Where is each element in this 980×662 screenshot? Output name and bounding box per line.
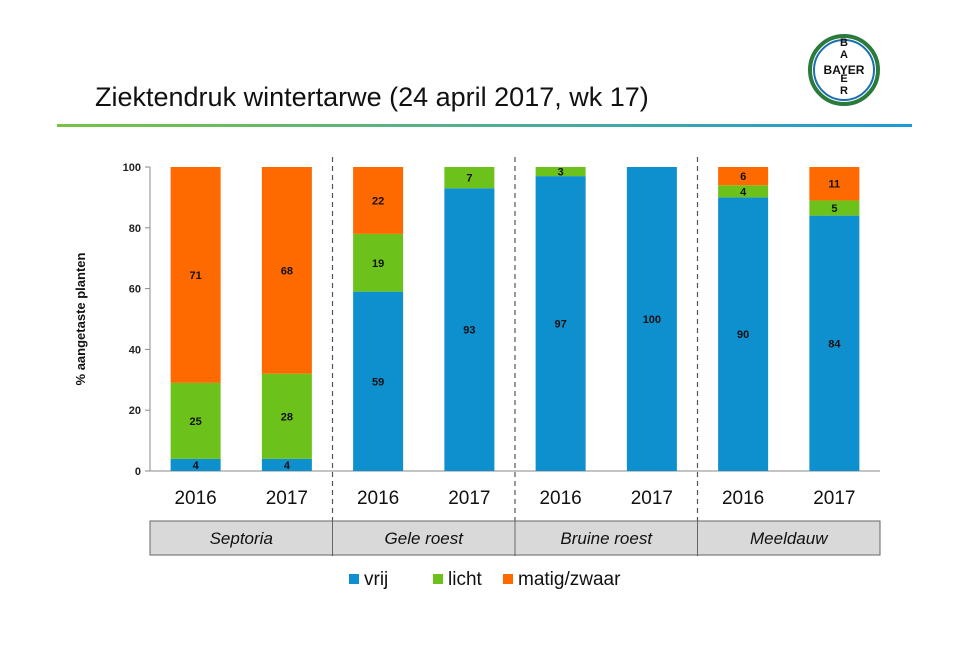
y-tick-label: 20 — [129, 405, 141, 417]
data-label: 90 — [737, 329, 749, 341]
x-tick-label: 2016 — [357, 488, 399, 509]
bar-segment-vrij — [261, 458, 312, 471]
bar-segment-vrij — [444, 188, 495, 471]
legend-label: licht — [448, 569, 483, 590]
logo-letter: E — [840, 73, 847, 85]
data-label: 25 — [190, 416, 202, 428]
bar-segment-vrij — [626, 167, 677, 471]
data-label: 71 — [190, 270, 202, 282]
data-label: 68 — [281, 265, 293, 277]
bar-segment-vrij — [718, 197, 769, 471]
data-label: 93 — [463, 325, 475, 337]
bar-segment-licht — [535, 167, 586, 177]
group-label-box — [697, 520, 881, 556]
data-label: 3 — [558, 167, 564, 179]
logo-letter: B — [840, 37, 848, 49]
data-label: 7 — [466, 173, 472, 185]
bar-segment-matig-zwaar — [353, 167, 404, 234]
y-tick-label: 60 — [129, 284, 141, 296]
y-axis-title: % aangetaste planten — [73, 252, 88, 385]
bar-segment-matig-zwaar — [718, 167, 769, 186]
bar-segment-vrij — [353, 291, 404, 471]
group-label-box — [332, 520, 516, 556]
legend-swatch — [503, 574, 513, 584]
logo-letter: R — [840, 85, 848, 97]
y-tick-label: 0 — [135, 466, 141, 478]
data-label: 59 — [372, 376, 384, 388]
y-tick-label: 40 — [129, 344, 141, 356]
x-tick-label: 2016 — [539, 488, 581, 509]
bar-segment-vrij — [170, 458, 221, 471]
data-label: 28 — [281, 411, 293, 423]
y-tick-label: 100 — [123, 162, 141, 174]
bar-segment-matig-zwaar — [170, 167, 221, 383]
y-tick-label: 80 — [129, 223, 141, 235]
data-label: 100 — [643, 314, 661, 326]
bar-segment-licht — [261, 373, 312, 459]
x-tick-label: 2017 — [266, 488, 308, 509]
legend-label: vrij — [364, 569, 388, 590]
bar-segment-licht — [809, 200, 860, 216]
data-label: 19 — [372, 258, 384, 270]
group-label: Gele roest — [385, 529, 465, 548]
data-label: 84 — [828, 338, 841, 350]
data-label: 4 — [193, 460, 200, 472]
data-label: 97 — [555, 319, 567, 331]
bar-segment-licht — [170, 382, 221, 459]
data-label: 6 — [740, 171, 746, 183]
logo-text-horizontal: BAYER — [824, 63, 865, 77]
legend-swatch — [349, 574, 359, 584]
data-label: 5 — [831, 203, 837, 215]
bar-segment-vrij — [809, 215, 860, 471]
bar-segment-matig-zwaar — [261, 167, 312, 374]
x-tick-label: 2017 — [448, 488, 490, 509]
bar-segment-licht — [718, 185, 769, 198]
legend-label: matig/zwaar — [518, 569, 621, 590]
data-label: 4 — [284, 460, 291, 472]
data-label: 4 — [740, 186, 747, 198]
bar-segment-licht — [444, 167, 495, 189]
group-label: Septoria — [210, 529, 273, 548]
bar-segment-licht — [353, 233, 404, 292]
title-divider — [57, 124, 912, 127]
x-tick-label: 2016 — [174, 488, 216, 509]
group-label: Meeldauw — [750, 529, 829, 548]
x-tick-label: 2017 — [813, 488, 855, 509]
data-label: 11 — [829, 179, 841, 191]
page-title: Ziektendruk wintertarwe (24 april 2017, … — [95, 82, 649, 112]
group-label: Bruine roest — [560, 529, 653, 548]
data-label: 22 — [372, 195, 384, 207]
logo-letter: A — [840, 49, 848, 61]
bar-segment-matig-zwaar — [809, 167, 860, 201]
legend-swatch — [433, 574, 443, 584]
bar-segment-vrij — [535, 176, 586, 471]
group-label-box — [149, 520, 333, 556]
x-tick-label: 2017 — [631, 488, 673, 509]
x-tick-label: 2016 — [722, 488, 764, 509]
